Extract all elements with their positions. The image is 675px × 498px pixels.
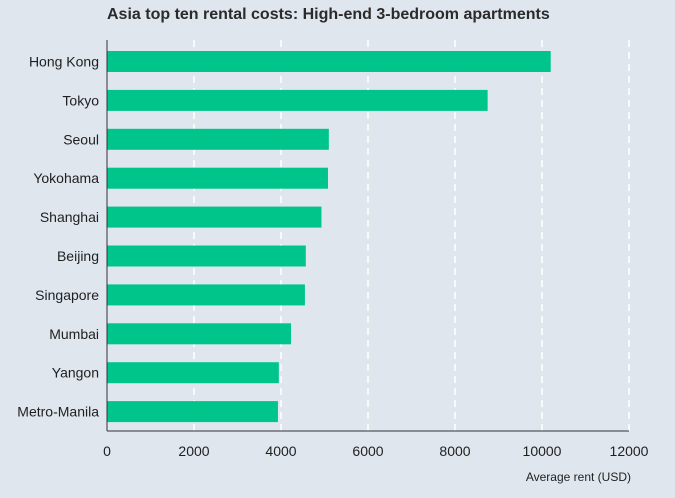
bar [107, 401, 278, 423]
category-label: Shanghai [40, 209, 99, 225]
x-tick-label: 12000 [610, 443, 649, 459]
bar [107, 284, 305, 306]
category-label: Tokyo [62, 92, 99, 108]
category-label: Beijing [57, 248, 99, 264]
bar [107, 128, 329, 150]
bar [107, 362, 279, 384]
category-labels: Hong Kong Tokyo Seoul Yokohama Shanghai Beiji… [17, 54, 99, 420]
bar [107, 51, 551, 72]
x-tick-label: 4000 [265, 443, 296, 459]
x-tick-label: 2000 [178, 443, 209, 459]
category-label: Hong Kong [29, 54, 99, 70]
category-label: Yokohama [33, 170, 99, 186]
category-label: Seoul [63, 131, 99, 147]
bar [107, 245, 306, 267]
bar [107, 89, 488, 111]
x-tick-labels: 0 2000 4000 6000 8000 10000 12000 [103, 443, 649, 459]
x-tick-label: 6000 [352, 443, 383, 459]
x-tick-label: 0 [103, 443, 111, 459]
bar [107, 323, 292, 345]
bar [107, 206, 322, 228]
category-label: Metro-Manila [17, 404, 99, 420]
x-axis-title: Average rent (USD) [526, 470, 631, 484]
chart-title: Asia top ten rental costs: High-end 3-be… [107, 6, 550, 23]
category-label: Singapore [35, 287, 99, 303]
x-tick-label: 10000 [523, 443, 562, 459]
x-tick-label: 8000 [439, 443, 470, 459]
bars [107, 51, 551, 423]
category-label: Mumbai [49, 326, 99, 342]
bar [107, 167, 328, 189]
category-label: Yangon [52, 365, 99, 381]
